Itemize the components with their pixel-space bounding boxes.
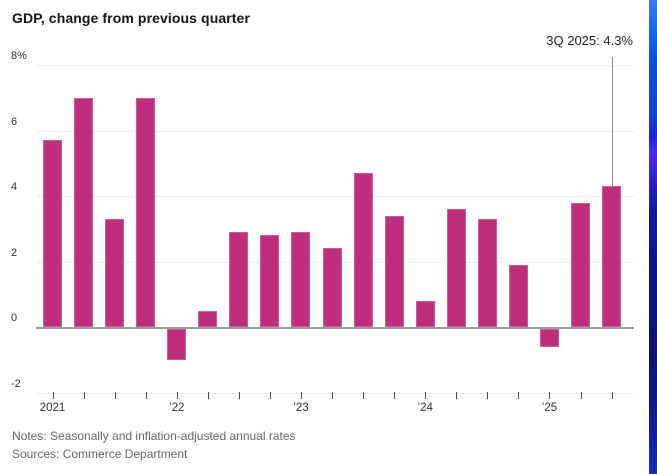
- bar: [198, 310, 218, 327]
- x-axis-tick: [238, 392, 240, 399]
- notes-line: Notes: Seasonally and inflation-adjusted…: [12, 429, 296, 443]
- x-axis-tick: [549, 392, 551, 399]
- gridline: [36, 392, 634, 394]
- bar: [446, 209, 466, 327]
- bar: [105, 218, 125, 327]
- gridline: [36, 196, 634, 197]
- x-axis-tick: [207, 392, 209, 399]
- x-axis-tick: [114, 392, 116, 399]
- x-axis-tick: [300, 392, 302, 399]
- bar: [602, 186, 622, 327]
- y-axis-label: 4: [11, 181, 18, 193]
- x-axis-tick: [425, 392, 427, 399]
- x-axis-tick: [83, 392, 85, 399]
- y-axis-label: -2: [11, 377, 21, 390]
- x-axis-label: ’25: [541, 402, 558, 414]
- bar: [136, 97, 156, 327]
- x-axis-tick: [456, 392, 458, 399]
- x-axis-tick: [394, 392, 396, 399]
- callout-label: 3Q 2025: 4.3%: [546, 33, 633, 48]
- gridline: [36, 130, 634, 132]
- x-axis-tick: [269, 392, 271, 399]
- x-axis-label: ’23: [293, 402, 309, 414]
- x-axis-tick: [363, 392, 365, 399]
- x-axis-label: ’22: [169, 402, 185, 414]
- x-axis-tick: [176, 392, 178, 399]
- bar: [229, 232, 249, 327]
- x-axis-tick: [332, 392, 334, 399]
- bar: [353, 173, 373, 327]
- bar: [477, 218, 497, 327]
- bar: [167, 329, 187, 360]
- bar: [384, 215, 404, 327]
- x-axis-label: ’24: [417, 402, 433, 414]
- gridline: [36, 65, 634, 66]
- bar: [43, 140, 62, 327]
- y-axis-label: 2: [11, 246, 18, 259]
- bar: [539, 329, 559, 347]
- bar: [291, 232, 311, 327]
- right-edge-gradient-stripe: [649, 0, 657, 474]
- x-axis-tick: [611, 392, 613, 399]
- zero-baseline: [36, 327, 634, 329]
- x-axis-tick: [580, 392, 582, 399]
- bar: [571, 202, 591, 327]
- x-axis-tick: [487, 392, 489, 399]
- x-axis-label: 2021: [39, 402, 66, 414]
- x-axis-tick: [52, 392, 54, 399]
- x-axis-tick: [145, 392, 147, 399]
- callout-pointer-line: [612, 57, 613, 187]
- chart-title: GDP, change from previous quarter: [12, 10, 250, 26]
- bar: [322, 248, 342, 327]
- sources-line: Sources: Commerce Department: [12, 447, 188, 461]
- x-axis-tick: [518, 392, 520, 399]
- bar: [260, 235, 280, 327]
- bar: [508, 264, 528, 327]
- y-axis-label: 8%: [11, 50, 27, 62]
- bar: [415, 300, 435, 327]
- y-axis-label: 6: [11, 115, 18, 128]
- y-axis-label: 0: [11, 312, 18, 324]
- bar: [74, 97, 94, 327]
